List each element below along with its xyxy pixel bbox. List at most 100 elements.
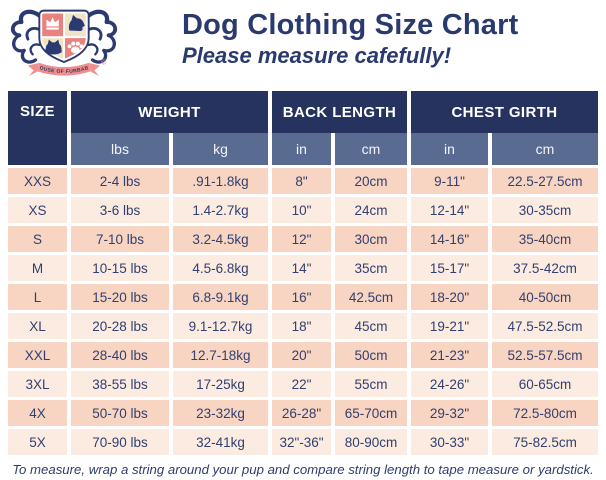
cell-3XL-weight_lbs: 38-55 lbs [71,371,169,397]
shield-inner-line-icon [40,11,88,61]
unit-header-weight-kg: kg [173,133,268,165]
cell-XS-weight_lbs: 3-6 lbs [71,197,169,223]
cell-XXL-weight_lbs: 28-40 lbs [71,342,169,368]
cell-4X-weight_kg: 23-32kg [173,400,268,426]
cell-XL-weight_lbs: 20-28 lbs [71,313,169,339]
cell-4X-back_cm: 65-70cm [335,400,407,426]
size-label-3XL: 3XL [8,371,67,397]
cell-XXL-chest_cm: 52.5-57.5cm [492,342,598,368]
cell-XXS-weight_lbs: 2-4 lbs [71,168,169,194]
unit-header-chest-cm: cm [492,133,598,165]
cell-L-weight_lbs: 15-20 lbs [71,284,169,310]
cell-5X-weight_lbs: 70-90 lbs [71,429,169,455]
cell-3XL-back_in: 22" [272,371,331,397]
unit-header-back-in: in [272,133,331,165]
cell-L-back_cm: 42.5cm [335,284,407,310]
column-header-back-length: BACK LENGTH [272,91,407,133]
size-chart-table: SIZE WEIGHT BACK LENGTH CHEST GIRTH lbs … [8,91,598,455]
cell-XL-weight_kg: 9.1-12.7kg [173,313,268,339]
cell-5X-chest_cm: 75-82.5cm [492,429,598,455]
cell-L-back_in: 16" [272,284,331,310]
cell-S-chest_cm: 35-40cm [492,226,598,252]
cell-XL-chest_in: 19-21" [411,313,488,339]
cell-XL-back_in: 18" [272,313,331,339]
cell-M-back_in: 14" [272,255,331,281]
cell-M-back_cm: 35cm [335,255,407,281]
measuring-instructions: To measure, wrap a string around your pu… [12,462,594,477]
size-label-L: L [8,284,67,310]
flourish-right-icon [86,12,115,62]
size-label-S: S [8,226,67,252]
cell-S-chest_in: 14-16" [411,226,488,252]
cell-M-weight_lbs: 10-15 lbs [71,255,169,281]
column-header-weight: WEIGHT [71,91,268,133]
cell-XXS-chest_cm: 22.5-27.5cm [492,168,598,194]
cell-L-chest_in: 18-20" [411,284,488,310]
cell-3XL-back_cm: 55cm [335,371,407,397]
cell-5X-weight_kg: 32-41kg [173,429,268,455]
ribbon-banner-icon [27,62,101,77]
flourish-left-icon [13,12,42,62]
cell-XXL-weight_kg: 12.7-18kg [173,342,268,368]
cell-3XL-chest_cm: 60-65cm [492,371,598,397]
cell-XXL-back_cm: 50cm [335,342,407,368]
page-subtitle: Please measure cafefully! [182,42,452,68]
cell-4X-weight_lbs: 50-70 lbs [71,400,169,426]
size-label-XS: XS [8,197,67,223]
column-header-size: SIZE [8,91,67,165]
size-label-5X: 5X [8,429,67,455]
cell-XXS-back_in: 8" [272,168,331,194]
cell-3XL-weight_kg: 17-25kg [173,371,268,397]
cell-XS-chest_in: 12-14" [411,197,488,223]
cell-S-weight_lbs: 7-10 lbs [71,226,169,252]
cell-XXL-back_in: 20" [272,342,331,368]
cell-4X-back_in: 26-28" [272,400,331,426]
unit-header-weight-lbs: lbs [71,133,169,165]
cell-L-weight_kg: 6.8-9.1kg [173,284,268,310]
cell-5X-chest_in: 30-33" [411,429,488,455]
house-of-furbaby-logo: HOUSE OF FURBABY © [8,3,120,79]
logo-copyright: © [101,59,107,67]
cell-XS-weight_kg: 1.4-2.7kg [173,197,268,223]
cell-M-chest_in: 15-17" [411,255,488,281]
cell-XL-chest_cm: 47.5-52.5cm [492,313,598,339]
cell-5X-back_cm: 80-90cm [335,429,407,455]
cell-XXS-chest_in: 9-11" [411,168,488,194]
size-label-XL: XL [8,313,67,339]
cell-4X-chest_in: 29-32" [411,400,488,426]
page-header: HOUSE OF FURBABY © Dog Clothing Size Cha… [0,0,606,87]
unit-header-back-cm: cm [335,133,407,165]
size-label-4X: 4X [8,400,67,426]
house-of-furbaby-crest-icon: HOUSE OF FURBABY © [8,3,120,77]
size-label-M: M [8,255,67,281]
unit-header-chest-in: in [411,133,488,165]
cell-S-back_cm: 30cm [335,226,407,252]
cell-XL-back_cm: 45cm [335,313,407,339]
title-block: Dog Clothing Size Chart Please measure c… [182,3,518,68]
cell-4X-chest_cm: 72.5-80cm [492,400,598,426]
cell-XS-chest_cm: 30-35cm [492,197,598,223]
size-label-XXL: XXL [8,342,67,368]
cell-XS-back_in: 10" [272,197,331,223]
cell-S-weight_kg: 3.2-4.5kg [173,226,268,252]
column-header-chest-girth: CHEST GIRTH [411,91,598,133]
dog-head-icon [68,14,85,32]
cell-XS-back_cm: 24cm [335,197,407,223]
table-body: XXS 2-4 lbs .91-1.8kg 8" 20cm 9-11" 22.5-27.5c… [8,168,598,455]
cat-head-icon [45,39,62,55]
page-title: Dog Clothing Size Chart [182,9,519,41]
cell-5X-back_in: 32"-36" [272,429,331,455]
cell-M-weight_kg: 4.5-6.8kg [173,255,268,281]
table-header: SIZE WEIGHT BACK LENGTH CHEST GIRTH lbs … [8,91,598,165]
cell-XXS-back_cm: 20cm [335,168,407,194]
cell-XXS-weight_kg: .91-1.8kg [173,168,268,194]
cell-XXL-chest_in: 21-23" [411,342,488,368]
cell-S-back_in: 12" [272,226,331,252]
cell-M-chest_cm: 37.5-42cm [492,255,598,281]
paw-print-icon [67,41,84,54]
cell-3XL-chest_in: 24-26" [411,371,488,397]
size-label-XXS: XXS [8,168,67,194]
cell-L-chest_cm: 40-50cm [492,284,598,310]
crown-icon [46,17,59,30]
